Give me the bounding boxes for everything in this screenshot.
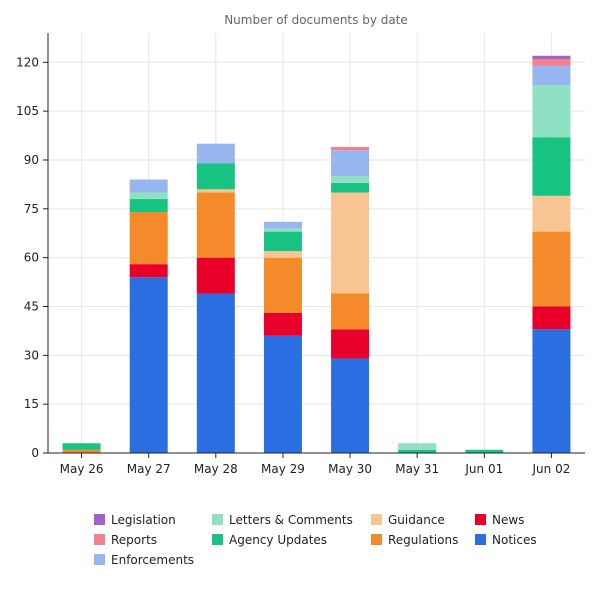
bar-segment-news-4[interactable] xyxy=(331,329,370,359)
y-tick-label: 60 xyxy=(24,251,39,265)
bar-segment-agency-updates-7[interactable] xyxy=(532,137,571,196)
x-tick-label: Jun 01 xyxy=(464,462,503,476)
bar-segment-enforcements-3[interactable] xyxy=(263,221,302,229)
legend-label: Legislation xyxy=(111,513,176,527)
legend-swatch xyxy=(94,514,105,525)
legend-item-letters-comments[interactable]: Letters & Comments xyxy=(212,513,353,527)
legend-label: Agency Updates xyxy=(229,533,327,547)
bar-segment-agency-updates-0[interactable] xyxy=(62,443,101,450)
y-tick-label: 120 xyxy=(16,55,39,69)
legend-swatch xyxy=(212,514,223,525)
grid-lines xyxy=(48,33,585,454)
bar-segment-agency-updates-3[interactable] xyxy=(263,231,302,252)
legend-swatch xyxy=(371,514,382,525)
bar-segment-letters-comments-5[interactable] xyxy=(398,443,437,450)
bar-segment-guidance-7[interactable] xyxy=(532,195,571,232)
legend-item-enforcements[interactable]: Enforcements xyxy=(94,553,194,567)
bar-segment-agency-updates-1[interactable] xyxy=(129,199,168,213)
chart-title: Number of documents by date xyxy=(224,13,408,27)
legend-swatch xyxy=(475,534,486,545)
bar-segment-enforcements-4[interactable] xyxy=(331,150,370,177)
bar-segment-agency-updates-2[interactable] xyxy=(196,163,235,190)
bar-segment-notices-1[interactable] xyxy=(129,277,168,453)
x-tick-label: May 28 xyxy=(194,462,238,476)
y-tick-label: 0 xyxy=(31,446,39,460)
legend-item-regulations[interactable]: Regulations xyxy=(371,533,458,547)
bar-segment-guidance-3[interactable] xyxy=(263,251,302,258)
bar-segment-notices-3[interactable] xyxy=(263,335,302,453)
axes xyxy=(47,33,585,454)
bars xyxy=(62,55,571,453)
bar-segment-enforcements-7[interactable] xyxy=(532,65,571,86)
bar-segment-notices-4[interactable] xyxy=(331,358,370,453)
bar-segment-regulations-7[interactable] xyxy=(532,231,571,307)
legend-label: Enforcements xyxy=(111,553,194,567)
legend-label: Notices xyxy=(492,533,537,547)
bar-segment-reports-7[interactable] xyxy=(532,59,571,66)
bar-segment-guidance-4[interactable] xyxy=(331,192,370,294)
bar-segment-agency-updates-5[interactable] xyxy=(398,449,437,453)
y-axis-ticks: 0 15 30 45 60 75 90 105 120 xyxy=(16,55,48,460)
legend-swatch xyxy=(94,534,105,545)
bar-segment-regulations-2[interactable] xyxy=(196,192,235,258)
bar-segment-news-2[interactable] xyxy=(196,257,235,294)
legend: Legislation Letters & Comments Guidance New… xyxy=(94,513,537,567)
y-tick-label: 105 xyxy=(16,104,39,118)
y-tick-label: 30 xyxy=(24,348,39,362)
legend-label: Guidance xyxy=(388,513,445,527)
bar-segment-agency-updates-4[interactable] xyxy=(331,182,370,193)
bar-segment-letters-comments-7[interactable] xyxy=(532,85,571,138)
legend-swatch xyxy=(212,534,223,545)
bar-segment-news-7[interactable] xyxy=(532,306,571,330)
bar-segment-regulations-0[interactable] xyxy=(62,449,101,453)
bar-segment-guidance-2[interactable] xyxy=(196,189,235,193)
bar-segment-agency-updates-6[interactable] xyxy=(465,449,504,453)
y-tick-label: 75 xyxy=(24,202,39,216)
bar-segment-legislation-7[interactable] xyxy=(532,55,571,60)
x-tick-label: May 29 xyxy=(261,462,305,476)
legend-item-guidance[interactable]: Guidance xyxy=(371,513,445,527)
bar-segment-regulations-4[interactable] xyxy=(331,293,370,330)
y-tick-label: 45 xyxy=(24,299,39,313)
legend-label: Regulations xyxy=(388,533,458,547)
x-tick-label: May 30 xyxy=(328,462,372,476)
x-tick-label: May 27 xyxy=(127,462,171,476)
legend-label: News xyxy=(492,513,524,527)
legend-swatch xyxy=(475,514,486,525)
legend-item-legislation[interactable]: Legislation xyxy=(94,513,176,527)
legend-item-agency-updates[interactable]: Agency Updates xyxy=(212,533,327,547)
x-axis-ticks: May 26 May 27 May 28 May 29 May 30 May 31 Jun … xyxy=(60,453,571,476)
legend-label: Reports xyxy=(111,533,157,547)
bar-segment-regulations-3[interactable] xyxy=(263,257,302,313)
bar-segment-news-1[interactable] xyxy=(129,264,168,278)
bar-segment-regulations-1[interactable] xyxy=(129,212,168,265)
y-tick-label: 15 xyxy=(24,397,39,411)
legend-label: Letters & Comments xyxy=(229,513,353,527)
y-tick-label: 90 xyxy=(24,153,39,167)
legend-item-notices[interactable]: Notices xyxy=(475,533,537,547)
bar-segment-letters-comments-3[interactable] xyxy=(263,228,302,232)
bar-segment-notices-7[interactable] xyxy=(532,329,571,453)
legend-item-news[interactable]: News xyxy=(475,513,524,527)
legend-swatch xyxy=(371,534,382,545)
bar-segment-notices-2[interactable] xyxy=(196,293,235,453)
bar-segment-letters-comments-1[interactable] xyxy=(129,192,168,200)
bar-segment-enforcements-2[interactable] xyxy=(196,143,235,164)
bar-segment-reports-4[interactable] xyxy=(331,146,370,151)
bar-segment-news-3[interactable] xyxy=(263,313,302,336)
legend-item-reports[interactable]: Reports xyxy=(94,533,157,547)
legend-swatch xyxy=(94,554,105,565)
x-tick-label: May 26 xyxy=(60,462,104,476)
bar-segment-letters-comments-4[interactable] xyxy=(331,176,370,183)
x-tick-label: May 31 xyxy=(395,462,439,476)
x-tick-label: Jun 02 xyxy=(532,462,571,476)
bar-segment-enforcements-1[interactable] xyxy=(129,179,168,193)
